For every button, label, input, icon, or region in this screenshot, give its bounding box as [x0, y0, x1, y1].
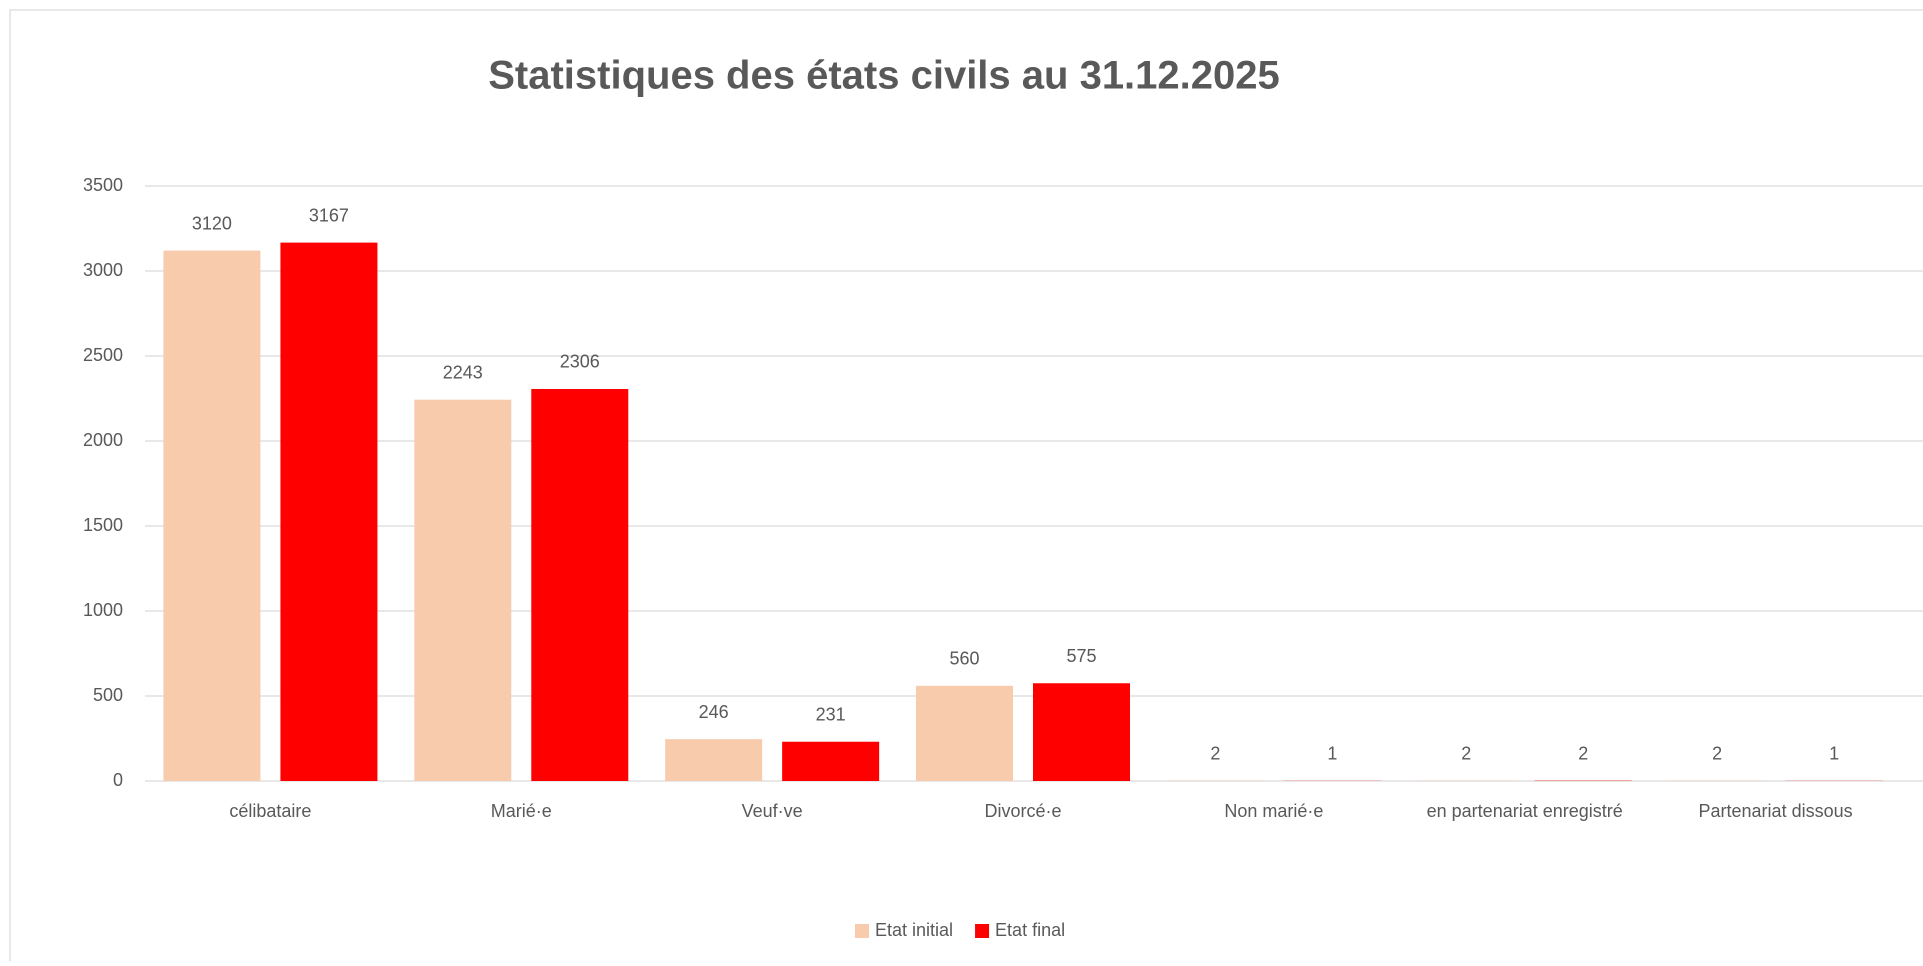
data-label: 1: [1829, 744, 1839, 764]
x-tick-label: célibataire: [229, 801, 311, 821]
x-tick-label: Non marié·e: [1224, 801, 1323, 821]
data-label: 2243: [443, 362, 483, 382]
x-tick-label: Veuf·ve: [742, 801, 803, 821]
bar: [163, 251, 260, 781]
y-tick-label: 0: [113, 770, 123, 790]
data-label: 2: [1461, 743, 1471, 763]
chart-title: Statistiques des états civils au 31.12.2…: [488, 54, 1280, 98]
y-tick-label: 1500: [83, 515, 123, 535]
data-label: 1: [1327, 744, 1337, 764]
y-tick-label: 2500: [83, 345, 123, 365]
bar: [782, 742, 879, 781]
x-tick-label: Marié·e: [491, 801, 552, 821]
data-label: 2: [1210, 743, 1220, 763]
x-tick-label: Partenariat dissous: [1699, 801, 1853, 821]
data-label: 3167: [309, 205, 349, 225]
data-label: 2: [1712, 743, 1722, 763]
legend-label: Etat initial: [875, 920, 953, 940]
data-label: 575: [1066, 646, 1096, 666]
y-tick-label: 500: [93, 685, 123, 705]
legend-swatch: [975, 924, 989, 938]
y-tick-label: 3000: [83, 260, 123, 280]
data-label: 560: [949, 649, 979, 669]
legend-swatch: [855, 924, 869, 938]
y-tick-label: 1000: [83, 600, 123, 620]
data-label: 246: [699, 702, 729, 722]
data-label: 231: [816, 704, 846, 724]
y-tick-label: 2000: [83, 430, 123, 450]
data-label: 2: [1578, 743, 1588, 763]
data-label: 2306: [560, 352, 600, 372]
legend-label: Etat final: [995, 920, 1065, 940]
x-tick-label: Divorcé·e: [984, 801, 1061, 821]
bar: [1033, 683, 1130, 781]
y-tick-label: 3500: [83, 175, 123, 195]
data-label: 3120: [192, 213, 232, 233]
bar: [916, 686, 1013, 781]
bar: [531, 389, 628, 781]
bar: [665, 739, 762, 781]
bar: [280, 243, 377, 781]
bar: [414, 400, 511, 781]
x-tick-label: en partenariat enregistré: [1427, 801, 1623, 821]
